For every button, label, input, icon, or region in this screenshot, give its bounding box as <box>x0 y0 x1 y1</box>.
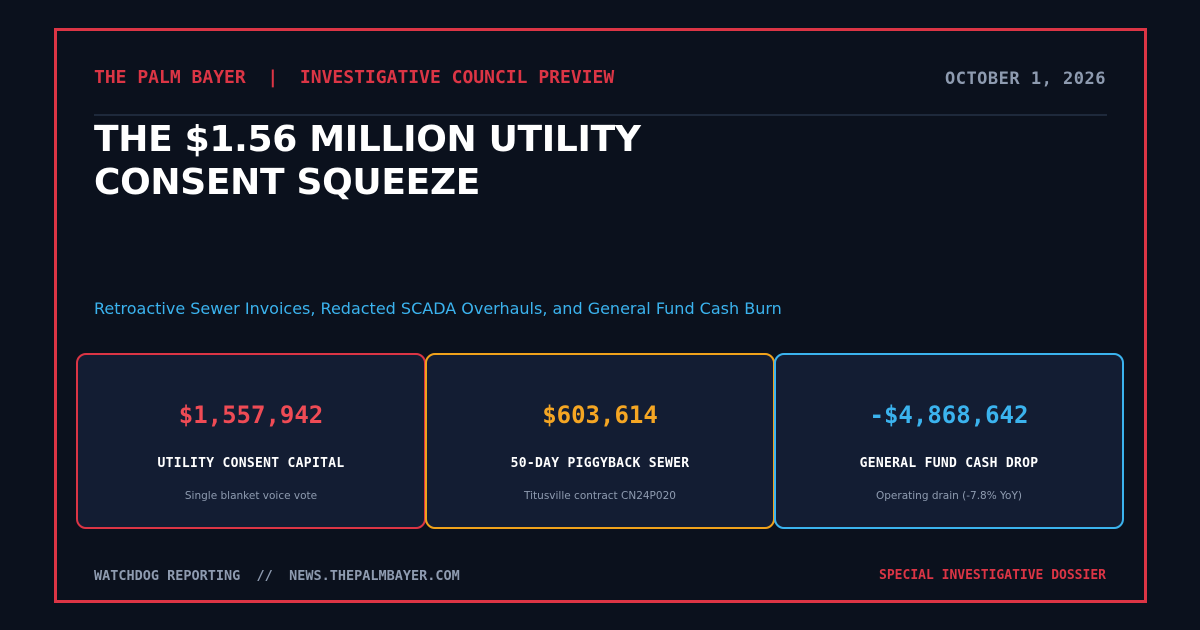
stat-value: $603,614 <box>542 401 658 429</box>
stat-label: GENERAL FUND CASH DROP <box>859 456 1039 471</box>
stat-label: 50-DAY PIGGYBACK SEWER <box>510 456 690 471</box>
stat-value: $1,557,942 <box>178 401 324 429</box>
masthead: THE PALM BAYER | INVESTIGATIVE COUNCIL P… <box>94 67 614 88</box>
masthead-separator: | <box>245 67 300 88</box>
header-divider <box>94 114 1107 116</box>
stat-card-general-fund: -$4,868,642 GENERAL FUND CASH DROP Opera… <box>774 353 1124 529</box>
stat-card-piggyback-sewer: $603,614 50-DAY PIGGYBACK SEWER Titusvil… <box>425 353 775 529</box>
card-frame <box>54 28 1147 603</box>
stat-value: -$4,868,642 <box>869 401 1029 429</box>
stat-note: Operating drain (-7.8% YoY) <box>875 490 1022 502</box>
publication-name: THE PALM BAYER <box>94 67 246 88</box>
section-name: INVESTIGATIVE COUNCIL PREVIEW <box>299 67 615 88</box>
stat-label: UTILITY CONSENT CAPITAL <box>157 456 345 471</box>
footer-tag: SPECIAL INVESTIGATIVE DOSSIER <box>879 568 1106 583</box>
stat-note: Titusville contract CN24P020 <box>524 490 676 502</box>
page-title: THE $1.56 MILLION UTILITY CONSENT SQUEEZ… <box>94 119 641 203</box>
stat-card-utility-consent: $1,557,942 UTILITY CONSENT CAPITAL Singl… <box>76 353 426 529</box>
footer-credit: WATCHDOG REPORTING // NEWS.THEPALMBAYER.… <box>94 568 460 584</box>
page-subtitle: Retroactive Sewer Invoices, Redacted SCA… <box>94 299 782 318</box>
stat-note: Single blanket voice vote <box>184 490 318 502</box>
publication-date: OCTOBER 1, 2026 <box>944 69 1106 89</box>
